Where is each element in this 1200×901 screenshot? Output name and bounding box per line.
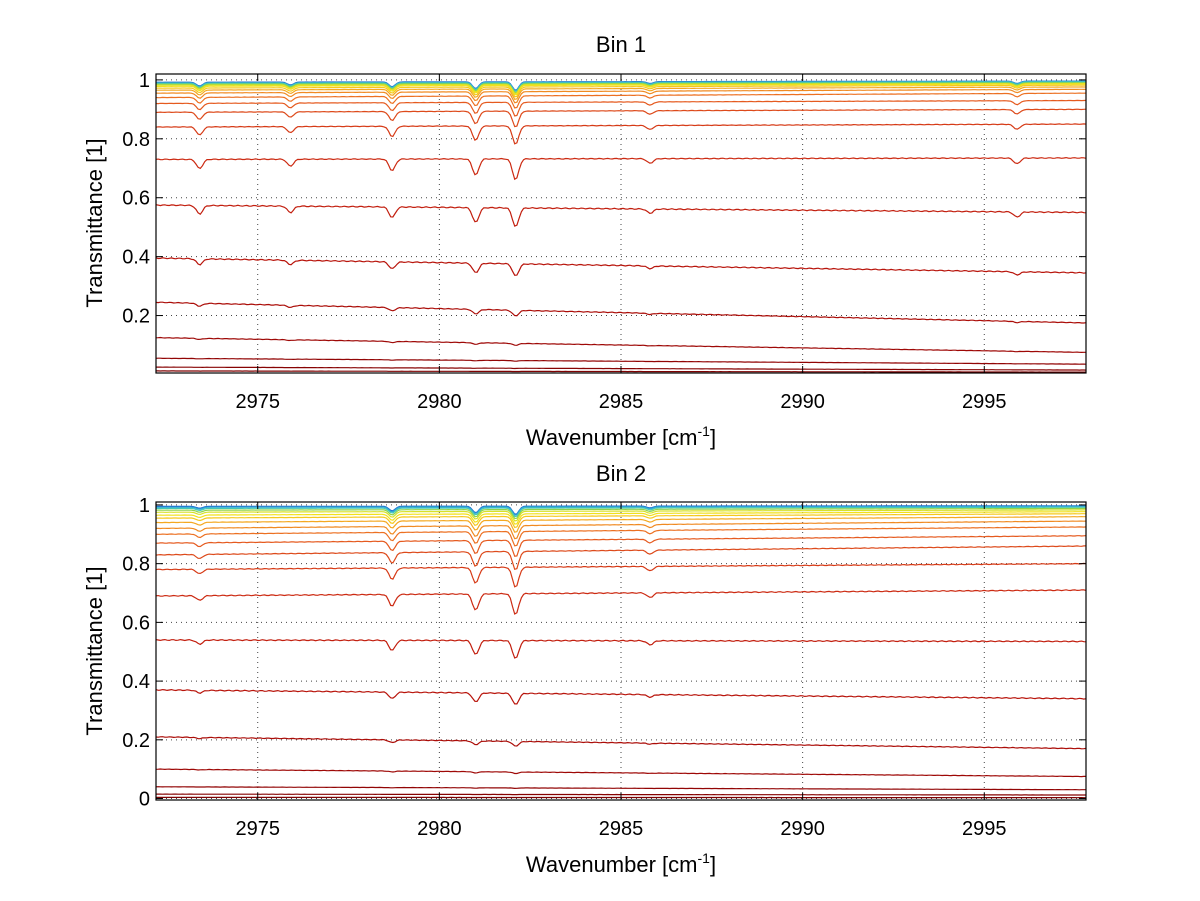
spectrum-line xyxy=(156,507,1087,520)
spectrum-line xyxy=(156,83,1086,96)
y-tick-label: 0.2 xyxy=(122,730,150,752)
x-axis-ticks: 2975 2980 2985 2990 2995 xyxy=(235,74,1007,413)
y-tick-label: 0 xyxy=(139,789,150,811)
x-axis-label-end: ] xyxy=(710,425,716,450)
x-tick-label: 2990 xyxy=(780,391,825,413)
chart-title: Bin 1 xyxy=(596,32,646,57)
spectrum-line xyxy=(156,535,1087,557)
x-tick-label: 2980 xyxy=(417,818,462,840)
spectrum-line xyxy=(155,357,1087,365)
spectra-series-group xyxy=(155,505,1087,799)
x-axis-ticks: 2975 2980 2985 2990 2995 xyxy=(235,502,1007,840)
spectrum-line xyxy=(155,562,1087,588)
x-tick-label: 2975 xyxy=(235,391,280,413)
spectrum-line xyxy=(156,82,1086,95)
spectrum-line xyxy=(155,257,1087,276)
spectrum-line xyxy=(156,515,1086,533)
spectrum-line xyxy=(155,526,1087,547)
spectrum-line xyxy=(155,638,1087,659)
spectrum-line xyxy=(155,520,1087,540)
y-axis-label: Transmittance [1] xyxy=(82,566,107,735)
spectrum-line xyxy=(155,513,1087,529)
spectrum-line xyxy=(155,123,1087,145)
spectrum-line xyxy=(155,156,1087,181)
spectrum-line xyxy=(155,301,1087,324)
spectrum-line xyxy=(155,92,1087,109)
x-tick-label: 2995 xyxy=(962,391,1007,413)
spectrum-line xyxy=(155,545,1086,571)
spectrum-line xyxy=(155,84,1086,98)
x-axis-label-main: Wavenumber [cm xyxy=(526,425,698,450)
y-tick-label: 1 xyxy=(139,70,150,92)
x-tick-label: 2995 xyxy=(962,818,1007,840)
x-tick-label: 2985 xyxy=(599,818,644,840)
spectrum-line xyxy=(156,86,1086,100)
x-axis-label-superscript: -1 xyxy=(698,423,711,439)
x-axis-label: Wavenumber [cm-1] xyxy=(526,850,716,877)
spectrum-line xyxy=(155,688,1087,705)
chart-title: Bin 2 xyxy=(596,461,646,486)
y-tick-label: 0.6 xyxy=(122,188,150,210)
grid-lines xyxy=(156,74,1086,373)
bin-2-chart: Bin 2 2975 2980 2985 2990 2995 0 0.2 0.4 0.6 0.8… xyxy=(82,461,1087,877)
x-axis-label-superscript: -1 xyxy=(698,850,711,866)
spectrum-line xyxy=(155,336,1086,354)
spectrum-line xyxy=(155,88,1087,104)
x-tick-label: 2980 xyxy=(417,391,462,413)
spectrum-line xyxy=(156,509,1086,522)
spectrum-line xyxy=(155,99,1087,117)
y-tick-label: 0.2 xyxy=(122,306,150,328)
spectrum-line xyxy=(155,511,1086,525)
x-axis-label-end: ] xyxy=(710,852,716,877)
spectrum-line xyxy=(155,204,1087,227)
spectrum-line xyxy=(155,786,1086,791)
y-tick-label: 0.6 xyxy=(122,612,150,634)
x-tick-label: 2985 xyxy=(599,391,644,413)
x-tick-label: 2990 xyxy=(780,818,825,840)
plot-area-frame xyxy=(155,73,1087,374)
x-axis-label-main: Wavenumber [cm xyxy=(526,852,698,877)
x-tick-label: 2975 xyxy=(235,818,280,840)
y-axis-ticks: 0 0.2 0.4 0.6 0.8 1 xyxy=(122,495,1086,811)
spectrum-line xyxy=(156,81,1086,93)
spectrum-line xyxy=(155,108,1087,128)
bin-1-chart: Bin 1 2975 2980 2985 2990 2995 0.2 0.4 0.6 0.8 1… xyxy=(82,32,1087,450)
y-tick-label: 1 xyxy=(139,495,150,517)
x-axis-label: Wavenumber [cm-1] xyxy=(526,423,716,450)
spectrum-line xyxy=(155,768,1086,778)
y-tick-label: 0.4 xyxy=(122,247,150,269)
spectrum-line xyxy=(155,736,1087,750)
y-axis-ticks: 0.2 0.4 0.6 0.8 1 xyxy=(122,70,1086,328)
y-tick-label: 0.4 xyxy=(122,671,150,693)
y-tick-label: 0.8 xyxy=(122,129,150,151)
y-axis-label: Transmittance [1] xyxy=(82,138,107,307)
spectrum-line xyxy=(155,589,1087,615)
y-tick-label: 0.8 xyxy=(122,554,150,576)
